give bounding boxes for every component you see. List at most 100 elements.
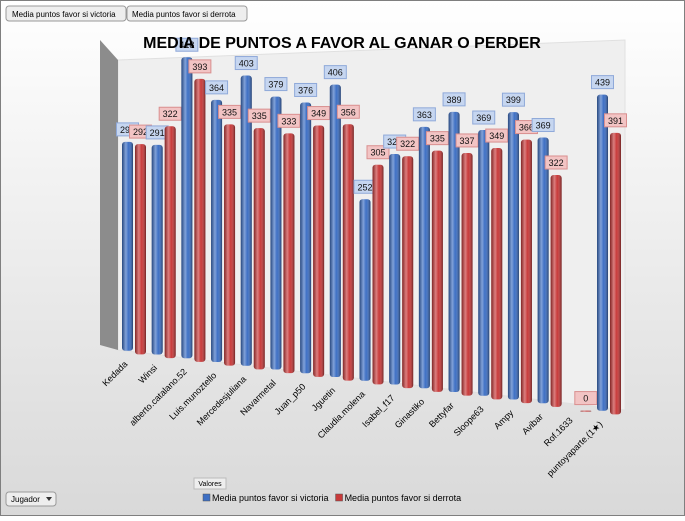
value-label: 403 [239,59,254,69]
value-label-box [247,108,271,123]
value-label-box [175,37,199,52]
value-label: 439 [595,78,610,88]
bar [389,154,401,385]
value-label: 335 [430,134,445,144]
field-button-label: Media puntos favor si derrota [132,10,236,19]
side-wall [100,40,118,350]
value-label: 389 [447,95,462,105]
value-label: 335 [222,107,237,117]
value-label: 418 [179,40,194,50]
row-field-dropdown[interactable]: Jugador [5,491,57,507]
value-label: 356 [341,107,356,117]
value-label: 320 [387,137,402,147]
value-label: 369 [476,113,491,123]
value-label-box [366,145,390,160]
bar [151,144,163,355]
value-label: 333 [281,116,296,126]
value-label: 0 [583,394,588,404]
value-label: 335 [252,111,267,121]
value-label: 322 [549,158,564,168]
bar [224,124,236,366]
bar [329,84,341,377]
bar [537,137,549,404]
value-label: 292 [133,127,148,137]
bar [418,126,430,389]
value-label: 391 [608,116,623,126]
value-label-box [158,106,182,121]
bar [313,125,325,377]
value-label: 349 [489,131,504,141]
value-label: 322 [163,109,178,119]
row-field-label: Jugador [11,495,40,504]
bar [270,96,282,370]
value-label: 337 [460,136,475,146]
value-label-box [591,75,614,90]
value-label: 399 [506,95,521,105]
bar [181,57,193,359]
values-label: Valores [198,481,222,488]
bar [478,130,490,396]
bar [448,111,460,392]
value-label-box [455,133,479,148]
value-label-box [294,82,318,97]
value-label: 252 [357,182,372,192]
legend-swatch [335,493,343,502]
value-label-box [442,92,466,107]
value-label: 290 [120,125,135,135]
legend-label: Media puntos favor si derrota [345,493,462,503]
value-label-box [425,131,449,146]
value-label: 379 [268,80,283,90]
value-label-box [472,110,496,125]
value-label: 393 [192,62,207,72]
bar [431,150,443,392]
value-label: 406 [328,68,343,78]
bar [610,132,621,415]
field-button-label: Media puntos favor si victoria [12,10,116,19]
value-label-box [323,65,347,80]
value-label-box [234,56,258,71]
bar [342,124,354,381]
legend: Media puntos favor si victoria Media punt… [202,493,462,503]
bar [597,94,608,411]
value-label: 305 [370,148,385,158]
value-label-box [531,118,555,133]
legend-swatch [202,493,211,502]
bar [372,164,384,385]
value-label: 369 [536,121,551,131]
value-label-box [604,113,627,128]
field-button[interactable]: Media puntos favor si victoria [5,5,127,22]
bar [507,112,519,400]
bar [135,144,146,355]
field-button[interactable]: Media puntos favor si derrota [126,5,248,22]
bar [164,126,176,359]
bar [359,199,371,381]
bar [461,152,473,396]
bar [580,410,592,412]
bar [402,156,414,389]
value-label: 349 [311,109,326,119]
values-box [193,477,227,490]
value-label-box [544,155,568,170]
chart-title: MEDIA DE PUNTOS A FAVOR AL GANAR O PERDE… [143,35,541,52]
value-label-box [218,104,242,119]
back-wall [117,39,626,411]
value-label: 363 [417,110,432,120]
value-label-box [188,59,212,74]
value-label: 291 [150,128,165,138]
value-label-box [396,136,420,151]
value-label-box [336,104,360,119]
value-label-box [264,77,288,92]
value-label-box [485,128,509,143]
value-label-box [501,92,525,107]
value-label: 376 [298,85,313,95]
legend-label: Media puntos favor si victoria [212,493,329,503]
value-label-box [412,107,436,122]
value-label-box [205,80,229,95]
bar [491,148,503,400]
value-label-box [574,391,598,406]
bar [253,128,265,370]
bar [211,99,223,362]
value-label-box [277,113,301,128]
bar [283,133,295,374]
